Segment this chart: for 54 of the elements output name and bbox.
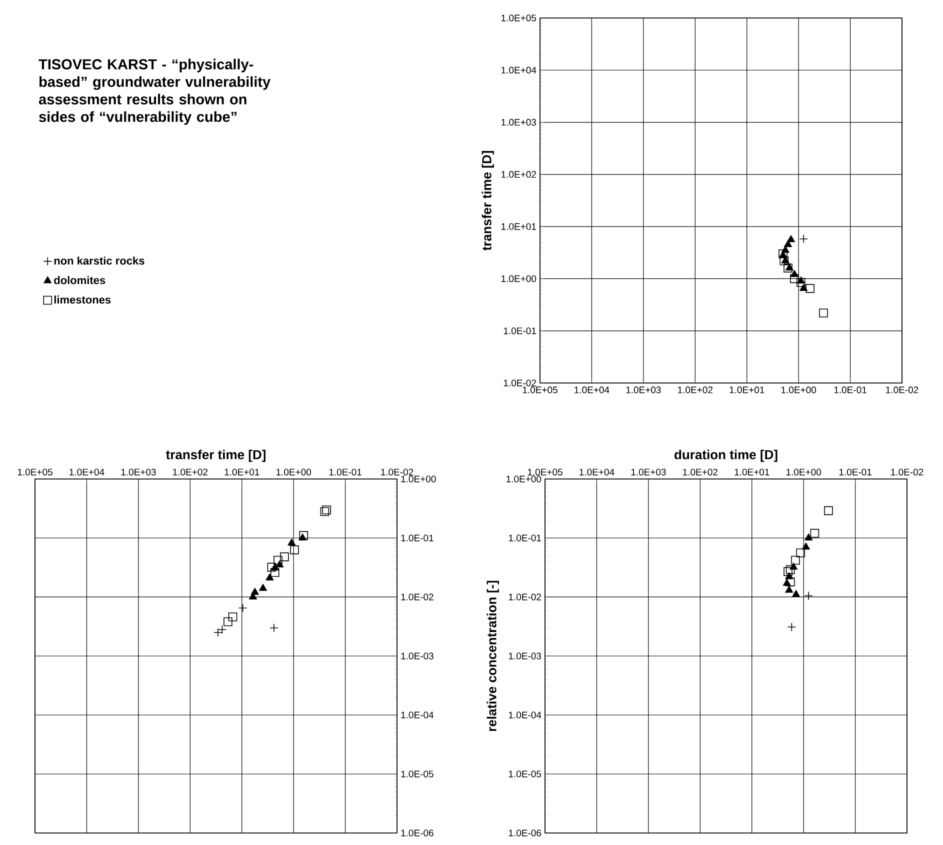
legend-label: non karstic rocks bbox=[54, 256, 144, 265]
y-axis-title: transfer time [D] bbox=[482, 151, 494, 251]
y-tick-label: 1.0E-03 bbox=[401, 652, 434, 660]
x-tick-label: 1.0E+04 bbox=[580, 468, 614, 476]
y-tick-label: 1.0E-04 bbox=[508, 712, 542, 718]
x-tick-label: 1.0E-01 bbox=[329, 468, 362, 476]
x-tick-label: 1.0E-02 bbox=[886, 386, 918, 394]
x-tick-label: 1.0E-02 bbox=[891, 468, 924, 476]
y-tick-label: 1.0E+04 bbox=[502, 66, 536, 74]
y-axis-title: relative concentration [-] bbox=[486, 580, 499, 731]
y-tick-label: 1.0E-02 bbox=[508, 594, 541, 600]
y-tick-label: 1.0E-01 bbox=[504, 327, 536, 334]
chart-title: TISOVEC KARST - “physically-based” groundwater vulnerability assessment results shown on sides of “vulnerability cube” bbox=[38, 58, 270, 125]
y-tick-label: 1.0E+05 bbox=[502, 14, 536, 22]
x-tick-label: 1.0E-02 bbox=[381, 468, 414, 476]
x-tick-label: 1.0E+00 bbox=[276, 468, 312, 476]
x-tick-label: 1.0E+05 bbox=[528, 468, 562, 476]
y-tick-label: 1.0E+00 bbox=[401, 476, 436, 482]
y-tick-label: 1.0E+03 bbox=[502, 118, 536, 126]
x-tick-label: 1.0E-01 bbox=[839, 468, 872, 476]
x-axis-title: transfer time [D] bbox=[166, 450, 266, 462]
x-tick-label: 1.0E+01 bbox=[734, 468, 770, 476]
x-tick-label: 1.0E+01 bbox=[224, 468, 260, 476]
y-tick-label: 1.0E-02 bbox=[401, 594, 434, 600]
x-tick-label: 1.0E+02 bbox=[678, 386, 712, 394]
y-tick-label: 1.0E-01 bbox=[401, 534, 434, 542]
y-tick-label: 1.0E-05 bbox=[401, 770, 434, 778]
x-tick-label: 1.0E+03 bbox=[631, 468, 666, 476]
legend-label: dolomites bbox=[54, 276, 106, 284]
y-tick-label: 1.0E+02 bbox=[502, 171, 536, 178]
x-tick-label: 1.0E+04 bbox=[70, 468, 104, 476]
y-tick-label: 1.0E-03 bbox=[508, 652, 542, 660]
x-tick-label: 1.0E+04 bbox=[574, 386, 610, 394]
y-tick-label: 1.0E+01 bbox=[502, 223, 536, 230]
y-tick-label: 1.0E-02 bbox=[504, 380, 536, 386]
x-tick-label: 1.0E+00 bbox=[786, 468, 822, 476]
x-tick-label: 1.0E+03 bbox=[626, 386, 661, 394]
y-tick-label: 1.0E+00 bbox=[506, 476, 542, 482]
x-tick-label: 1.0E+01 bbox=[730, 386, 764, 394]
x-axis-title: duration time [D] bbox=[674, 450, 778, 462]
x-tick-label: 1.0E+02 bbox=[173, 468, 208, 476]
x-tick-label: 1.0E-01 bbox=[834, 386, 866, 394]
x-tick-label: 1.0E+02 bbox=[683, 468, 718, 476]
x-tick-label: 1.0E+05 bbox=[18, 468, 52, 476]
x-tick-label: 1.0E+03 bbox=[121, 468, 156, 476]
legend-label: limestones bbox=[54, 296, 111, 304]
y-tick-label: 1.0E-04 bbox=[401, 712, 434, 718]
y-tick-label: 1.0E+00 bbox=[502, 275, 536, 282]
y-tick-label: 1.0E-06 bbox=[401, 830, 434, 836]
y-tick-label: 1.0E-06 bbox=[508, 830, 542, 836]
y-tick-label: 1.0E-01 bbox=[508, 534, 541, 542]
x-tick-label: 1.0E+05 bbox=[522, 386, 558, 394]
x-tick-label: 1.0E+00 bbox=[781, 386, 816, 394]
y-tick-label: 1.0E-05 bbox=[508, 770, 542, 778]
